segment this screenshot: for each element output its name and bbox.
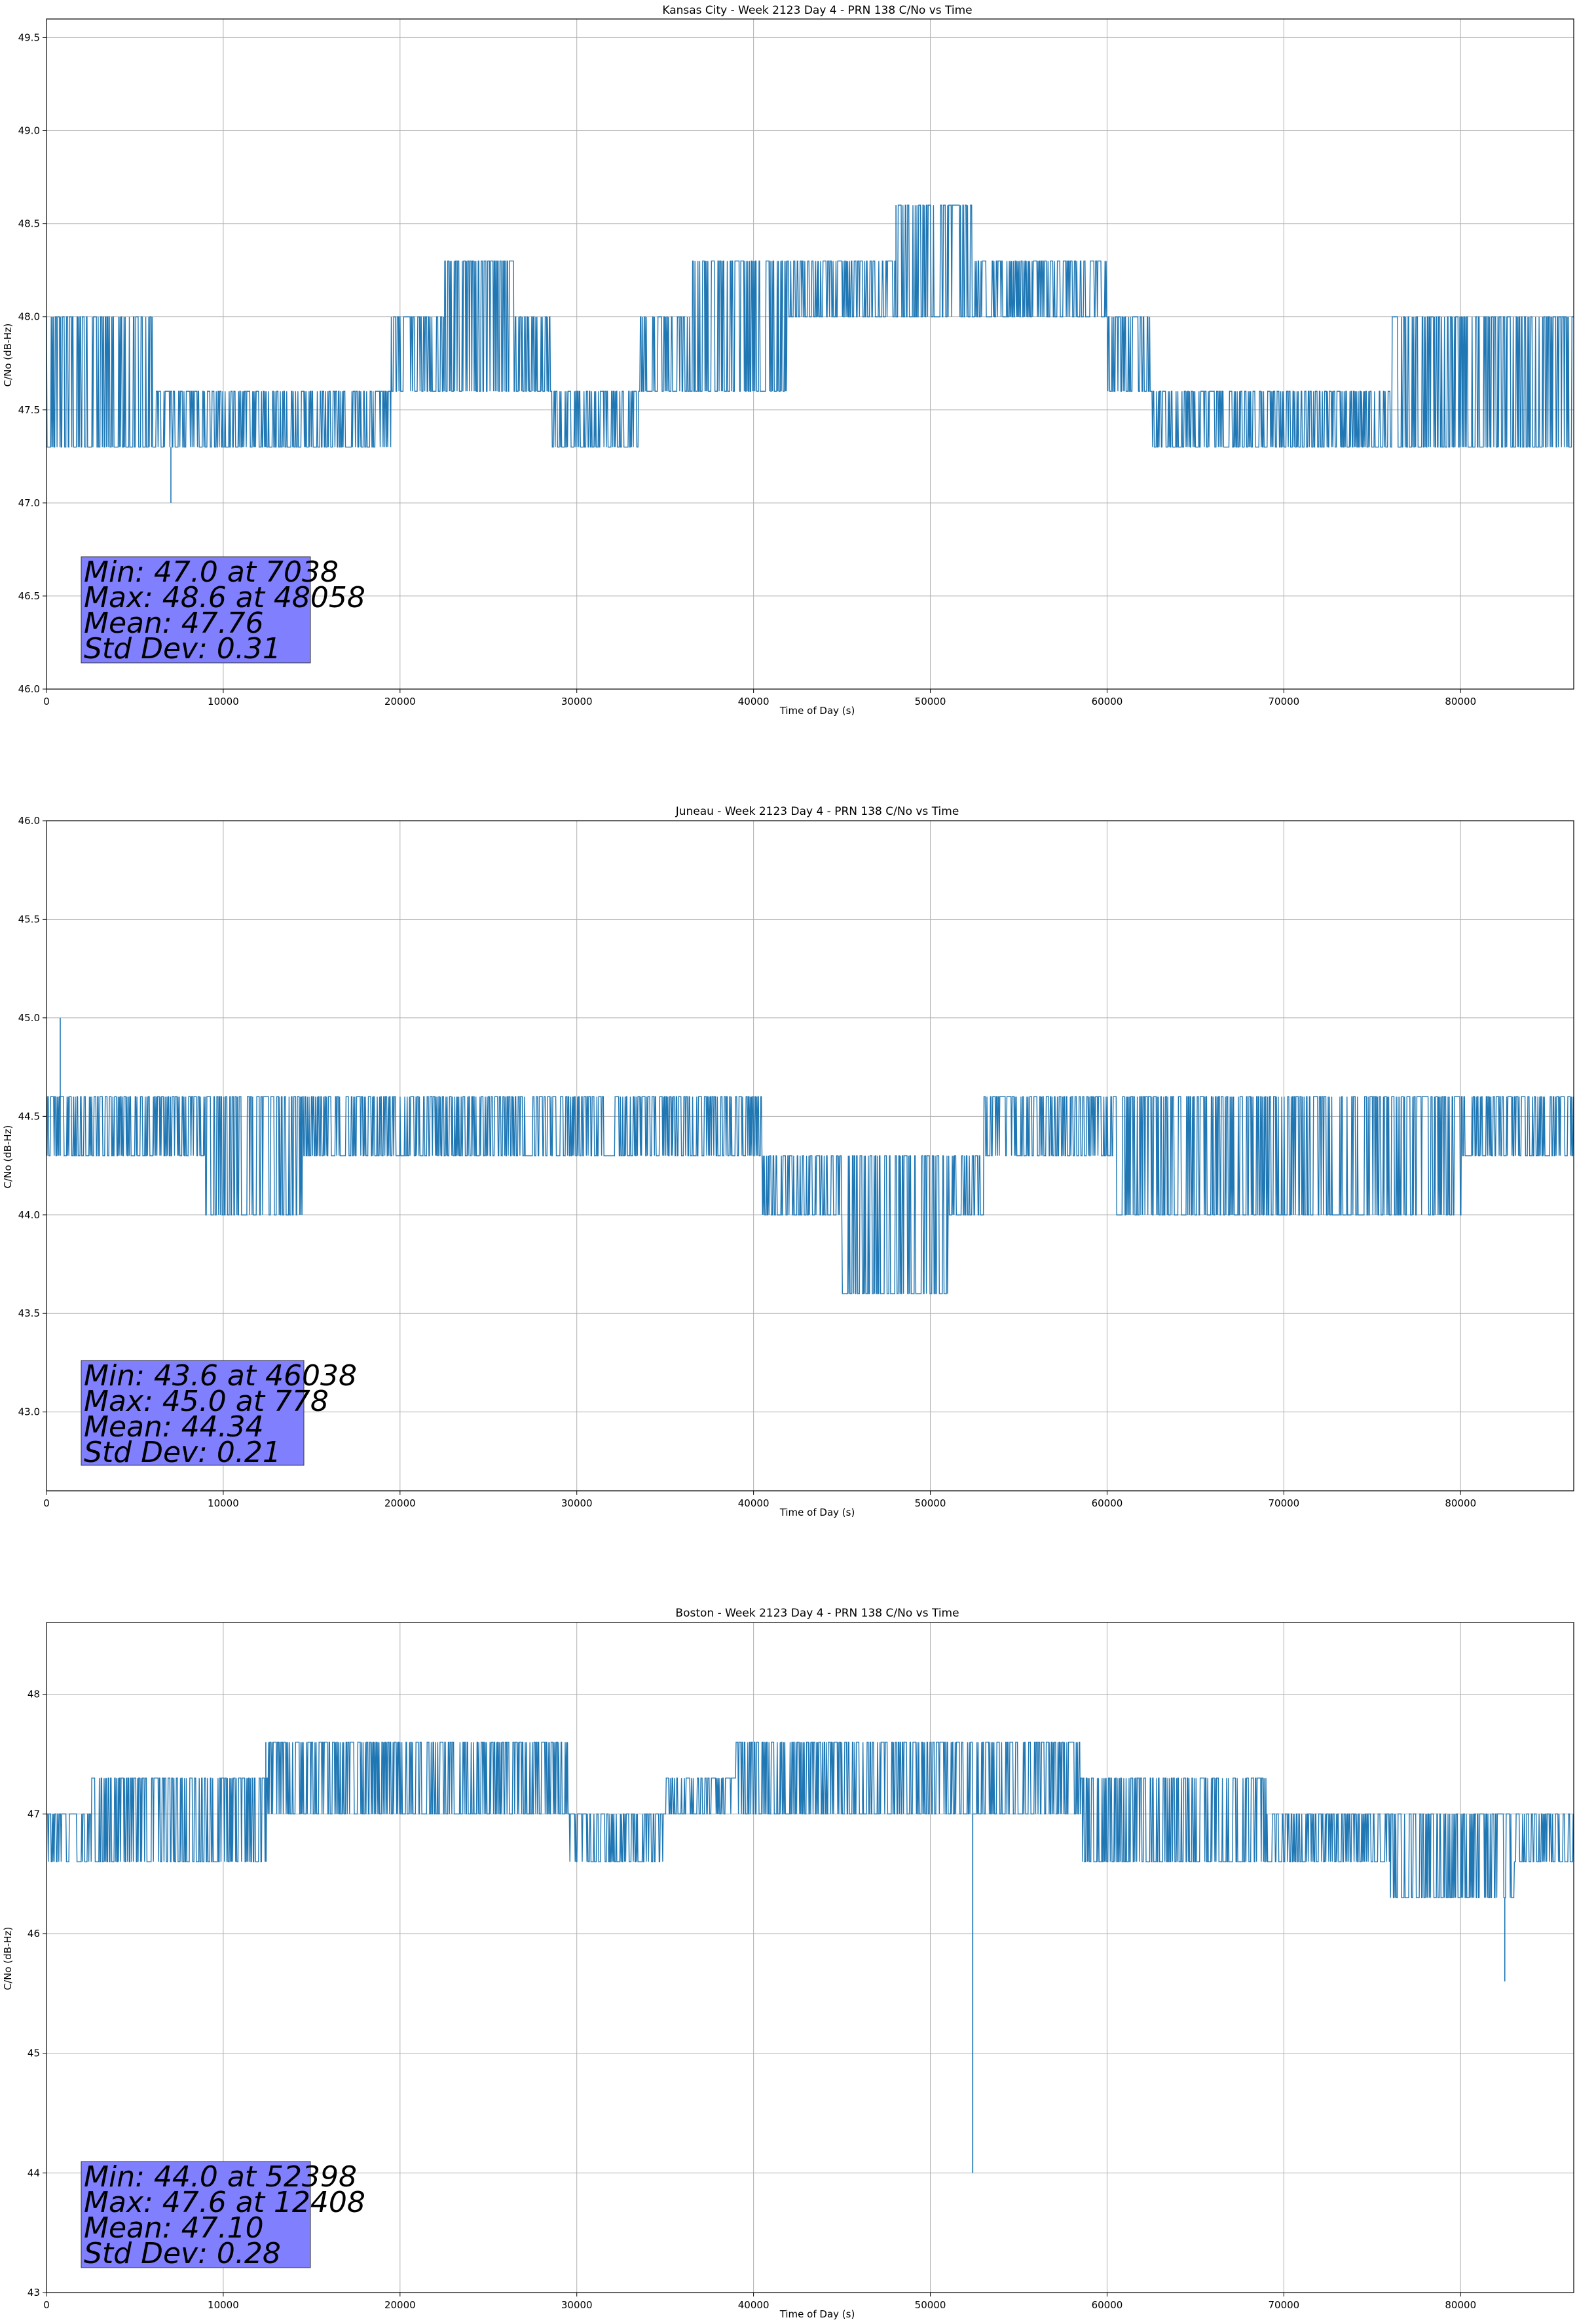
x-axis-label: Time of Day (s): [779, 1507, 855, 1518]
y-tick-label: 43.0: [18, 1406, 40, 1418]
stats-box-bg: [81, 556, 311, 664]
x-axis-label: Time of Day (s): [779, 705, 855, 717]
x-tick-label: 0: [43, 2299, 50, 2311]
chart-panel-juneau: Juneau - Week 2123 Day 4 - PRN 138 C/No …: [2, 805, 1574, 1518]
x-tick-label: 20000: [384, 696, 416, 707]
stats-line: Min: 47.0 at 7038: [84, 555, 339, 589]
chart-title: Juneau - Week 2123 Day 4 - PRN 138 C/No …: [675, 805, 959, 818]
y-tick-label: 45.0: [18, 1012, 40, 1024]
y-tick-label: 44: [28, 2167, 40, 2179]
series-line: [46, 204, 1574, 448]
stats-line: Mean: 47.76: [84, 607, 264, 640]
y-tick-label: 45.5: [18, 913, 40, 925]
x-tick-label: 80000: [1445, 2299, 1476, 2311]
y-tick-label: 46.0: [18, 683, 40, 695]
y-tick-label: 47: [28, 1808, 40, 1820]
x-tick-label: 10000: [208, 2299, 239, 2311]
x-tick-label: 50000: [915, 696, 946, 707]
x-tick-label: 70000: [1268, 1497, 1299, 1509]
x-tick-label: 30000: [561, 1497, 593, 1509]
y-tick-label: 48.0: [18, 311, 40, 323]
chart-panel-kansas-city: Kansas City - Week 2123 Day 4 - PRN 138 …: [2, 4, 1574, 717]
x-tick-label: 50000: [915, 1497, 946, 1509]
chart-title: Kansas City - Week 2123 Day 4 - PRN 138 …: [662, 4, 972, 17]
axes-frame: [46, 820, 1574, 1491]
y-tick-label: 48.5: [18, 218, 40, 230]
x-tick-label: 10000: [208, 1497, 239, 1509]
x-tick-label: 80000: [1445, 1497, 1476, 1509]
x-tick-label: 50000: [915, 2299, 946, 2311]
x-tick-label: 30000: [561, 2299, 593, 2311]
y-tick-label: 47.0: [18, 497, 40, 509]
x-tick-label: 20000: [384, 1497, 416, 1509]
x-tick-label: 30000: [561, 696, 593, 707]
y-tick-label: 43: [28, 2287, 40, 2298]
x-tick-label: 70000: [1268, 2299, 1299, 2311]
y-tick-label: 49.5: [18, 31, 40, 43]
x-tick-label: 60000: [1092, 1497, 1123, 1509]
stats-line: Max: 47.6 at 12408: [84, 2186, 365, 2219]
y-axis-label: C/No (dB-Hz): [2, 1927, 14, 1991]
stats-line: Std Dev: 0.31: [84, 632, 281, 665]
x-tick-label: 0: [43, 1497, 50, 1509]
stats-line: Min: 43.6 at 46038: [84, 1359, 357, 1393]
grid: 0 10000 20000 30000 40000 50000 60000 70000 8000…: [28, 1622, 1574, 2311]
y-tick-label: 46.0: [18, 815, 40, 827]
y-tick-label: 45: [28, 2048, 40, 2059]
x-tick-label: 20000: [384, 2299, 416, 2311]
y-tick-label: 47.5: [18, 404, 40, 416]
axes-frame: [46, 18, 1574, 690]
x-tick-label: 0: [43, 696, 50, 707]
extreme-markers: [170, 205, 897, 503]
stats-box-bg: [81, 2161, 311, 2268]
x-axis-label: Time of Day (s): [779, 2308, 855, 2320]
stats-line: Max: 45.0 at 778: [84, 1385, 329, 1418]
series-line: [46, 1096, 1574, 1294]
chart-panel-boston: Boston - Week 2123 Day 4 - PRN 138 C/No …: [2, 1607, 1574, 2320]
x-tick-label: 60000: [1092, 2299, 1123, 2311]
x-tick-label: 80000: [1445, 696, 1476, 707]
x-tick-label: 40000: [738, 1497, 770, 1509]
stats-line: Mean: 44.34: [84, 1410, 264, 1444]
axes-frame: [46, 1622, 1574, 2293]
stats-line: Mean: 47.10: [84, 2211, 264, 2245]
y-tick-label: 49.0: [18, 125, 40, 137]
y-tick-label: 48: [28, 1689, 40, 1700]
stats-line: Std Dev: 0.21: [84, 1436, 281, 1469]
y-tick-label: 44.5: [18, 1110, 40, 1122]
series-line: [46, 1741, 1574, 1898]
y-tick-label: 46.5: [18, 590, 40, 602]
stats-line: Min: 44.0 at 52398: [84, 2160, 357, 2194]
stats-line: Std Dev: 0.28: [84, 2237, 281, 2270]
extreme-markers: [60, 1017, 61, 1156]
y-tick-label: 43.5: [18, 1307, 40, 1319]
extreme-markers: [265, 1742, 1506, 2173]
y-tick-label: 44.0: [18, 1209, 40, 1221]
y-axis-label: C/No (dB-Hz): [2, 1125, 14, 1189]
x-tick-label: 40000: [738, 696, 770, 707]
y-tick-label: 46: [28, 1928, 40, 1940]
y-axis-label: C/No (dB-Hz): [2, 324, 14, 387]
stats-box-bg: [81, 1360, 305, 1466]
x-tick-label: 40000: [738, 2299, 770, 2311]
stats-line: Max: 48.6 at 48058: [84, 581, 365, 614]
x-tick-label: 70000: [1268, 696, 1299, 707]
x-tick-label: 10000: [208, 696, 239, 707]
x-tick-label: 60000: [1092, 696, 1123, 707]
chart-title: Boston - Week 2123 Day 4 - PRN 138 C/No …: [675, 1607, 959, 1620]
